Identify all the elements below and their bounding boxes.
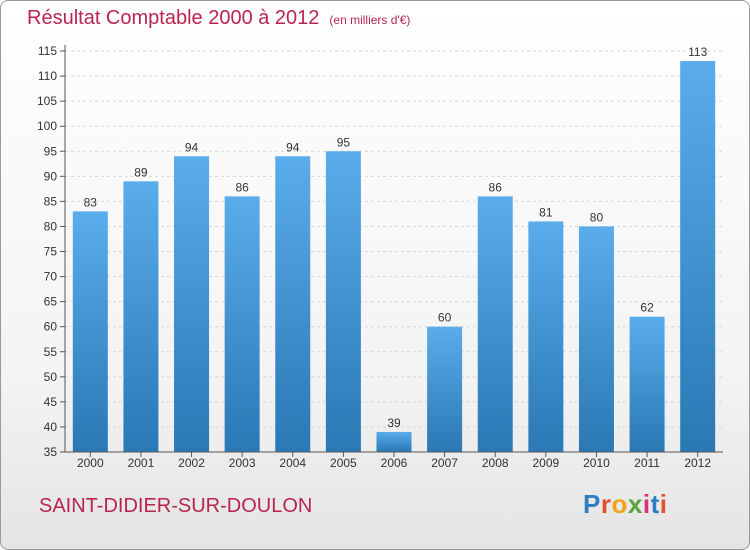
y-tick-label: 50 [44, 370, 58, 384]
y-tick-label: 95 [44, 144, 58, 158]
x-tick-label: 2008 [482, 456, 509, 470]
y-tick-label: 80 [44, 219, 58, 233]
bars [72, 61, 716, 453]
bar-value-label: 39 [387, 416, 401, 430]
y-tick-label: 40 [44, 420, 58, 434]
logo-letter: x [627, 489, 643, 519]
bar-value-label: 94 [286, 140, 300, 154]
bar [325, 151, 361, 452]
chart-title-main: Résultat Comptable 2000 à 2012 [27, 7, 320, 29]
logo-letter: r [600, 489, 612, 519]
bar-value-label: 89 [134, 165, 148, 179]
bar-value-label: 94 [185, 140, 199, 154]
x-tick-label: 2001 [128, 456, 155, 470]
chart-title: Résultat Comptable 2000 à 2012 (en millie… [27, 7, 410, 30]
y-tick-label: 115 [38, 44, 57, 58]
x-tick-label: 2002 [178, 456, 205, 470]
x-tick-label: 2007 [431, 456, 458, 470]
y-tick-label: 35 [44, 445, 58, 459]
proxiti-logo: Proxiti [583, 489, 667, 520]
bar-value-label: 86 [235, 180, 249, 194]
logo-letter: t [650, 489, 660, 519]
y-tick-label: 110 [38, 69, 57, 83]
logo-letter: o [611, 489, 628, 519]
bar [477, 196, 513, 452]
x-tick-label: 2003 [229, 456, 256, 470]
x-tick-label: 2006 [381, 456, 408, 470]
bar [174, 156, 210, 452]
y-tick-label: 45 [44, 395, 58, 409]
bar [528, 221, 564, 452]
bar [376, 431, 412, 452]
x-tick-label: 2009 [532, 456, 559, 470]
bar-value-label: 95 [337, 135, 351, 149]
bar [275, 156, 311, 452]
y-tick-label: 75 [44, 245, 58, 259]
bar-value-label: 86 [489, 180, 503, 194]
logo-letter: P [583, 489, 601, 519]
y-tick-label: 85 [44, 194, 58, 208]
bar-value-label: 60 [438, 311, 452, 325]
bar-value-label: 81 [539, 205, 553, 219]
bar-value-label: 83 [84, 195, 98, 209]
gridlines [65, 50, 723, 428]
bar-value-label: 62 [640, 301, 654, 315]
x-tick-label: 2005 [330, 456, 357, 470]
y-tick-label: 60 [44, 320, 58, 334]
y-tick-label: 70 [44, 270, 58, 284]
logo-letter: i [642, 489, 651, 519]
bar [123, 181, 159, 452]
y-tick-label: 105 [37, 94, 57, 108]
commune-name: SAINT-DIDIER-SUR-DOULON [39, 495, 313, 517]
y-tick-label: 55 [44, 345, 58, 359]
x-tick-label: 2010 [583, 456, 610, 470]
bar-value-label: 80 [590, 210, 604, 224]
bar-value-label: 113 [688, 45, 707, 59]
bar [72, 211, 108, 452]
labels: 35 40 45 50 55 60 65 70 75 80 85 90 95 100 105 110 115 83… [37, 44, 711, 470]
chart-title-unit: (en milliers d'€) [329, 13, 411, 27]
x-tick-label: 2004 [279, 456, 306, 470]
y-tick-label: 65 [44, 295, 58, 309]
logo-letter: i [659, 489, 668, 519]
y-tick-label: 100 [37, 119, 57, 133]
x-tick-label: 2012 [684, 456, 711, 470]
bar [680, 61, 716, 453]
x-tick-label: 2011 [634, 456, 660, 470]
bar [629, 316, 665, 452]
x-tick-label: 2000 [77, 456, 104, 470]
bar [427, 326, 463, 452]
y-tick-label: 90 [44, 169, 58, 183]
bar [578, 226, 614, 452]
bar [224, 196, 260, 452]
axes [60, 45, 723, 457]
